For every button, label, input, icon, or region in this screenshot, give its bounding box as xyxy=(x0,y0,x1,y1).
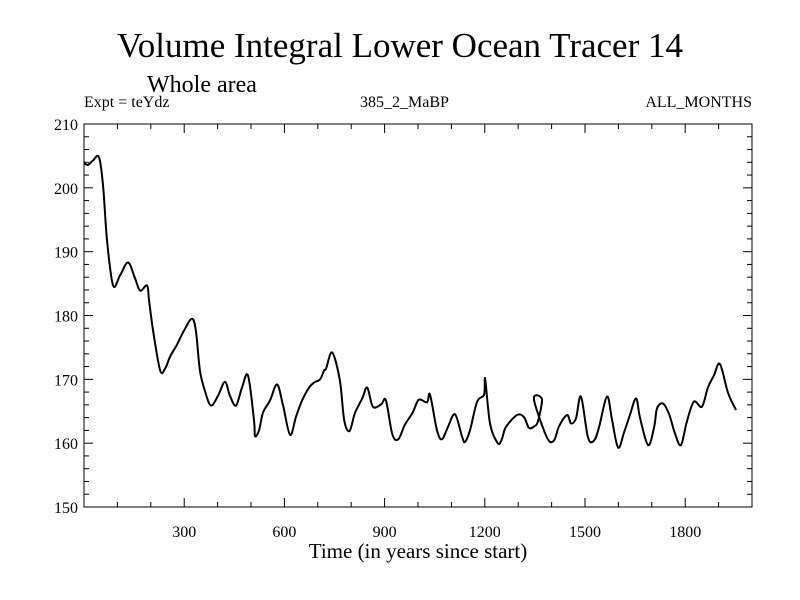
experiment-label: Expt = teYdz xyxy=(84,94,170,111)
y-tick-label: 190 xyxy=(54,245,78,262)
tick-labels: 300 600 900 1200 1500 1800 150 160 170 180 190 200 2… xyxy=(54,117,701,541)
period-label: 385_2_MaBP xyxy=(360,94,449,111)
y-tick-label: 150 xyxy=(54,500,78,517)
x-tick-label: 300 xyxy=(172,524,196,541)
y-tick-label: 200 xyxy=(54,181,78,198)
ticks xyxy=(84,124,752,507)
x-tick-label: 1800 xyxy=(669,524,701,541)
months-label: ALL_MONTHS xyxy=(645,94,752,111)
x-tick-label: 600 xyxy=(272,524,296,541)
y-tick-label: 210 xyxy=(54,117,78,134)
x-tick-label: 1500 xyxy=(569,524,601,541)
plot-frame xyxy=(83,123,753,508)
chart-subtitle: Whole area xyxy=(147,72,257,98)
x-tick-label: 1200 xyxy=(469,524,501,541)
axes xyxy=(83,123,753,508)
chart-title: Volume Integral Lower Ocean Tracer 14 xyxy=(117,26,683,65)
y-tick-label: 170 xyxy=(54,372,78,389)
series-line xyxy=(83,154,737,449)
x-tick-label: 900 xyxy=(373,524,397,541)
y-tick-label: 160 xyxy=(54,436,78,453)
y-tick-label: 180 xyxy=(54,309,78,326)
series xyxy=(83,154,737,449)
x-axis-label: Time (in years since start) xyxy=(309,539,528,563)
